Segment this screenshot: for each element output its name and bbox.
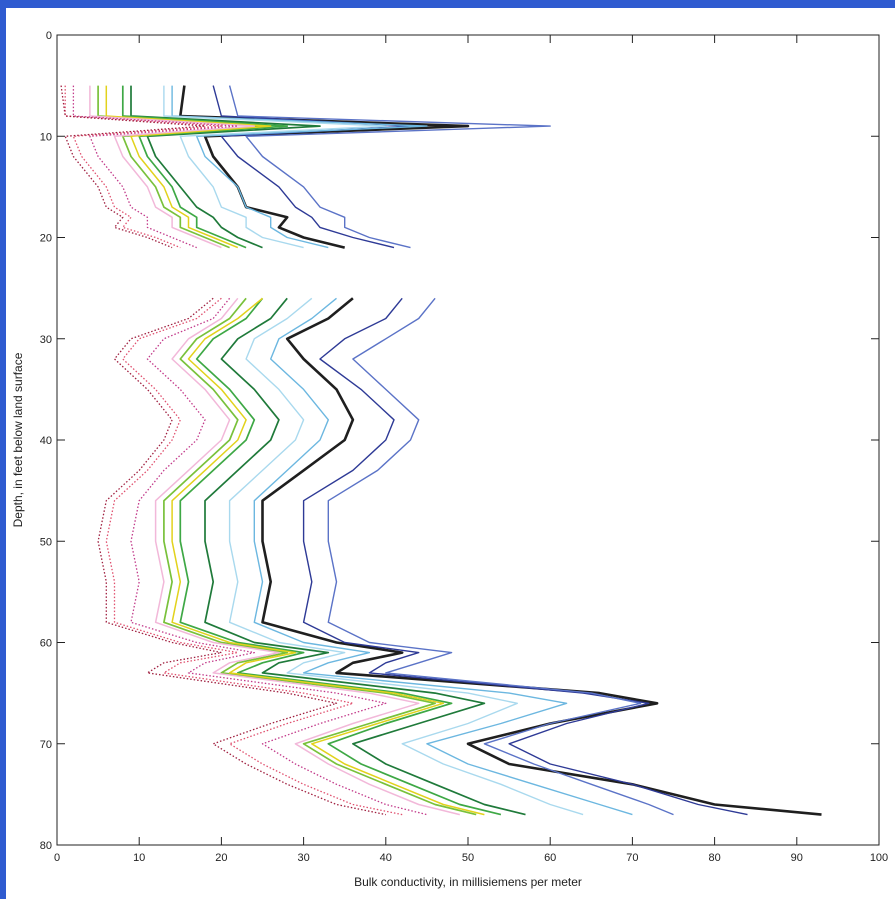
y-tick-label: 0 — [46, 30, 52, 42]
x-tick-label: 70 — [626, 852, 638, 864]
x-tick-label: 40 — [380, 852, 392, 864]
x-tick-label: 20 — [215, 852, 227, 864]
x-tick-label: 100 — [870, 852, 888, 864]
y-tick-label: 60 — [40, 638, 52, 650]
x-tick-label: 50 — [462, 852, 474, 864]
series-line-12 — [64, 85, 403, 816]
series-line-4 — [171, 85, 633, 816]
series-line-9 — [105, 85, 485, 816]
y-tick-label: 70 — [40, 739, 52, 751]
x-tick-label: 0 — [54, 852, 60, 864]
y-tick-label: 10 — [40, 131, 52, 143]
series-line-11 — [72, 85, 428, 816]
y-tick-label: 20 — [40, 233, 52, 245]
y-tick-label: 80 — [40, 840, 52, 852]
y-tick-label: 50 — [40, 536, 52, 548]
x-tick-label: 80 — [708, 852, 720, 864]
series-line-10 — [89, 85, 460, 816]
y-tick-label: 30 — [40, 334, 52, 346]
series-line-6 — [130, 85, 526, 816]
series-group — [60, 85, 822, 816]
series-line-5 — [163, 85, 584, 816]
x-axis-title: Bulk conductivity, in millisiemens per m… — [354, 875, 582, 889]
x-tick-label: 90 — [791, 852, 803, 864]
chart-frame: 0 10 20 30 40 50 60 70 80 90 100 0 10 20 30 40 50 60 70 80… — [6, 8, 895, 899]
series-line-13 — [60, 85, 386, 816]
x-tick-label: 30 — [297, 852, 309, 864]
conductivity-depth-chart: 0 10 20 30 40 50 60 70 80 90 100 0 10 20 30 40 50 60 70 80… — [11, 30, 888, 889]
x-axis-ticks: 0 10 20 30 40 50 60 70 80 90 100 — [54, 35, 888, 864]
y-tick-label: 40 — [40, 435, 52, 447]
x-tick-label: 10 — [133, 852, 145, 864]
y-axis-ticks: 0 10 20 30 40 50 60 70 80 — [40, 30, 879, 852]
series-line-7 — [121, 85, 502, 816]
series-line-3 — [228, 85, 674, 816]
plot-area — [56, 34, 880, 846]
y-axis-title: Depth, in feet below land surface — [11, 352, 25, 527]
x-tick-label: 60 — [544, 852, 556, 864]
